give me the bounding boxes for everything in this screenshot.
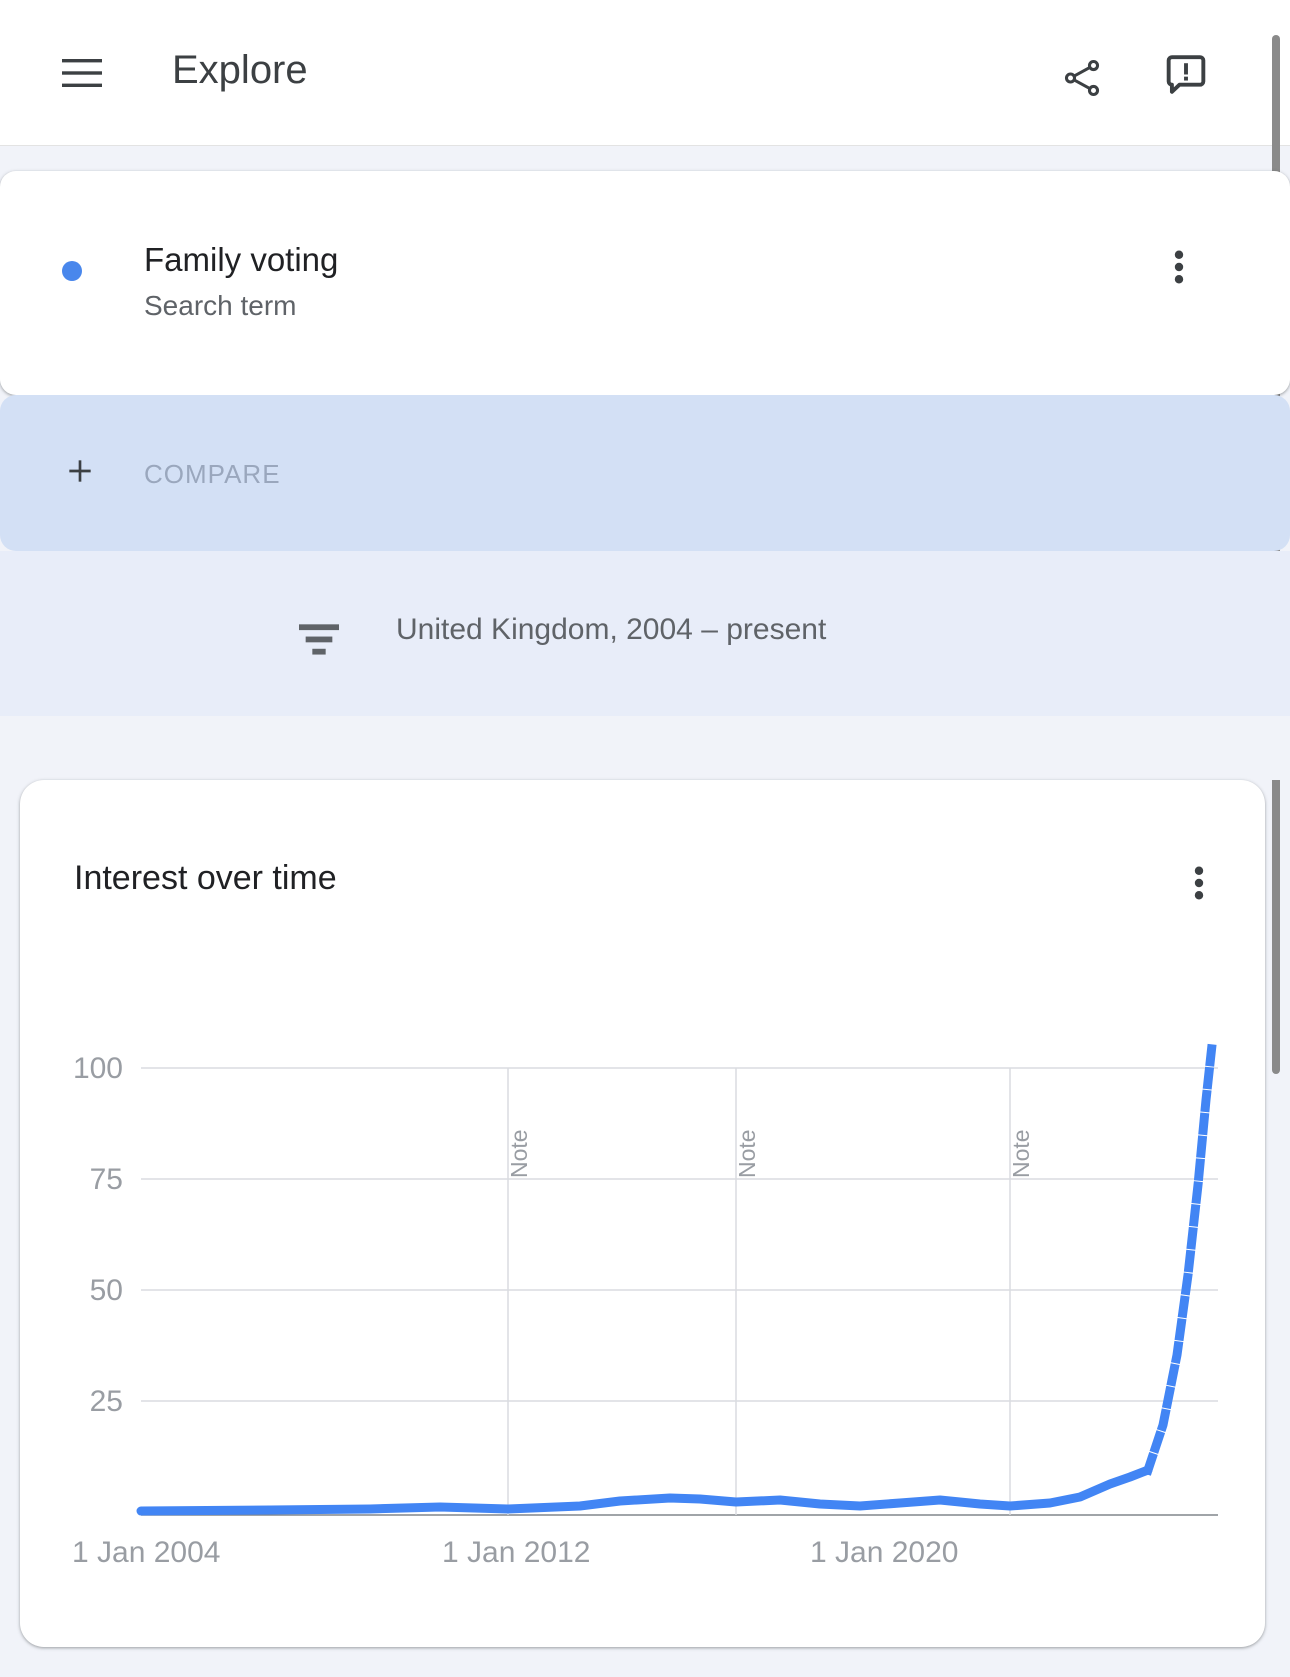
svg-text:1 Jan 2004: 1 Jan 2004 [72,1536,220,1569]
svg-text:100: 100 [73,1052,123,1085]
svg-text:1 Jan 2012: 1 Jan 2012 [442,1536,590,1569]
svg-text:1 Jan 2020: 1 Jan 2020 [810,1536,958,1569]
svg-text:Note: Note [1008,1129,1034,1178]
svg-text:Note: Note [734,1129,760,1178]
svg-text:75: 75 [90,1163,123,1196]
svg-text:50: 50 [90,1274,123,1307]
svg-text:25: 25 [90,1385,123,1418]
svg-text:Note: Note [506,1129,532,1178]
